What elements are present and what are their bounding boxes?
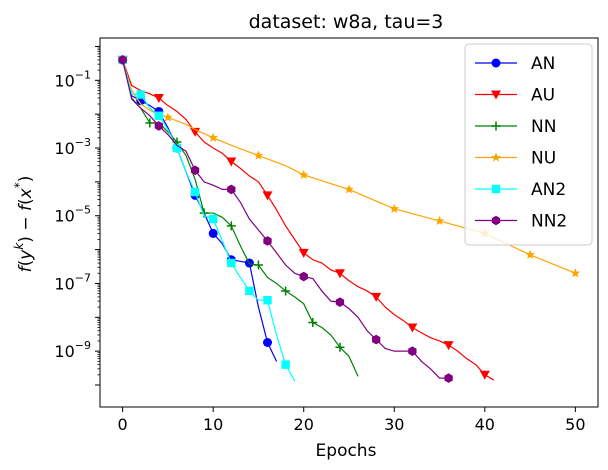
chart-title: dataset: w8a, tau=3 bbox=[249, 11, 444, 33]
data-point-an2 bbox=[281, 360, 290, 369]
data-point-an bbox=[208, 228, 218, 238]
data-point-nn bbox=[253, 260, 263, 270]
legend-marker bbox=[491, 121, 501, 131]
x-axis-label: Epochs bbox=[316, 441, 377, 461]
data-point-an2 bbox=[172, 143, 182, 153]
data-point-an2 bbox=[245, 286, 254, 296]
data-point-an2 bbox=[136, 90, 145, 99]
y-tick-label: 10−3 bbox=[54, 136, 91, 158]
data-point-nu bbox=[570, 268, 581, 278]
series-line-an bbox=[122, 59, 278, 362]
legend-entry-an: AN bbox=[475, 54, 555, 74]
y-axis: 10−1 10−3 10−5 10−7 10−9 bbox=[54, 45, 100, 386]
legend-marker bbox=[491, 184, 501, 194]
legend: AN AU NN NU AN2 NN2 bbox=[464, 43, 593, 246]
legend-entry-nn: NN bbox=[475, 117, 556, 137]
y-tick-label: 10−1 bbox=[54, 68, 91, 90]
y-tick-label: 10−7 bbox=[54, 271, 91, 293]
legend-label: NN2 bbox=[531, 212, 567, 232]
data-point-nu bbox=[344, 184, 354, 194]
series-line-au bbox=[122, 59, 495, 381]
data-point-nn bbox=[226, 221, 236, 231]
y-axis-label: f(yk) − f(x*) bbox=[12, 176, 36, 273]
data-point-nu bbox=[434, 215, 445, 226]
data-point-an bbox=[263, 338, 273, 348]
data-point-au bbox=[443, 341, 454, 351]
data-point-nu bbox=[253, 150, 264, 160]
data-point-nn bbox=[308, 318, 318, 328]
legend-entry-au: AU bbox=[475, 86, 555, 106]
data-point-nn2 bbox=[444, 373, 453, 383]
data-point-au bbox=[298, 248, 309, 258]
data-point-au bbox=[407, 323, 418, 333]
legend-marker bbox=[491, 152, 501, 162]
data-point-au bbox=[226, 157, 237, 167]
y-tick-label: 10−5 bbox=[54, 204, 91, 226]
data-point-an2 bbox=[227, 258, 236, 268]
series-an bbox=[118, 55, 278, 362]
data-point-nn bbox=[335, 342, 345, 352]
data-point-nn2 bbox=[372, 334, 381, 345]
series-group bbox=[117, 54, 581, 383]
data-point-nu bbox=[525, 249, 535, 259]
data-point-nn2 bbox=[408, 346, 417, 356]
x-tick-label: 0 bbox=[118, 415, 128, 434]
legend-entry-an2: AN2 bbox=[475, 180, 566, 200]
data-point-nn2 bbox=[299, 271, 308, 282]
series-line-an2 bbox=[122, 59, 296, 382]
series-nn bbox=[118, 55, 359, 377]
plot-frame bbox=[99, 37, 599, 408]
data-point-au bbox=[479, 370, 490, 380]
data-point-nn2 bbox=[190, 165, 200, 176]
data-point-au bbox=[334, 269, 345, 279]
data-point-nn2 bbox=[227, 184, 236, 195]
data-point-au bbox=[371, 292, 382, 302]
x-tick-label: 50 bbox=[565, 415, 585, 434]
data-point-nu bbox=[389, 203, 400, 213]
x-tick-label: 30 bbox=[384, 415, 404, 434]
data-point-nn2 bbox=[335, 297, 345, 307]
data-point-an2 bbox=[154, 111, 164, 120]
legend-label: NN bbox=[531, 117, 556, 137]
legend-label: AN bbox=[531, 54, 555, 74]
x-tick-label: 10 bbox=[203, 415, 223, 434]
data-point-au bbox=[153, 94, 164, 104]
legend-label: AU bbox=[531, 86, 555, 106]
data-point-an2 bbox=[208, 214, 218, 224]
data-point-nu bbox=[208, 132, 218, 142]
series-line-nn2 bbox=[122, 59, 449, 379]
data-point-nn2 bbox=[118, 55, 127, 65]
data-point-nn bbox=[281, 286, 291, 296]
data-point-nn bbox=[145, 118, 155, 128]
series-nn2 bbox=[118, 55, 453, 383]
x-tick-label: 40 bbox=[475, 415, 495, 434]
legend-entry-nn2: NN2 bbox=[475, 212, 567, 232]
data-point-au bbox=[262, 191, 273, 201]
data-point-an2 bbox=[190, 187, 200, 197]
data-point-an2 bbox=[263, 295, 272, 305]
data-point-nu bbox=[163, 112, 173, 122]
y-tick-label: 10−9 bbox=[54, 339, 91, 361]
series-au bbox=[117, 55, 495, 381]
legend-label: AN2 bbox=[531, 180, 566, 200]
plot-area bbox=[99, 37, 599, 408]
x-axis: 0 10 20 30 40 50 bbox=[118, 407, 586, 434]
data-point-nu bbox=[298, 169, 309, 180]
legend-box bbox=[464, 43, 593, 246]
legend-entry-nu: NU bbox=[475, 149, 556, 169]
x-tick-label: 20 bbox=[294, 415, 314, 434]
data-point-nn2 bbox=[154, 121, 164, 131]
legend-marker bbox=[491, 90, 501, 100]
legend-marker bbox=[491, 215, 501, 226]
legend-marker bbox=[491, 58, 501, 68]
legend-label: NU bbox=[531, 149, 556, 169]
data-point-nn2 bbox=[263, 236, 272, 246]
